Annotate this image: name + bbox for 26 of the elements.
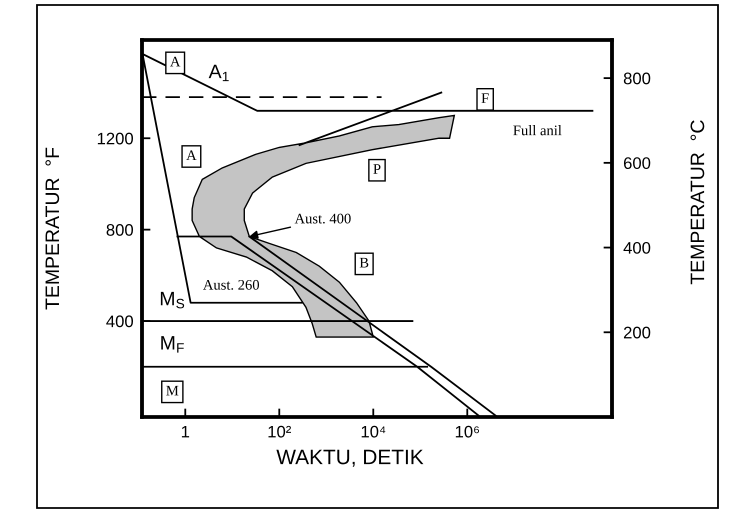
y-tick-label: 400: [106, 315, 134, 328]
annotation: M$_{S}$: [160, 292, 184, 308]
annotation: Aust. 260: [203, 280, 260, 290]
annotation: Aust. 400: [294, 214, 351, 224]
annotation: M$_{F}$: [161, 336, 184, 353]
x-tick-label: 10⁶: [456, 426, 479, 438]
y2-tick-label: 200: [624, 326, 650, 338]
y2-tick-label: 400: [623, 242, 650, 254]
y-tick-label: 1200: [98, 132, 134, 144]
annotation: A$_{1}$: [208, 64, 229, 82]
annotation: P: [373, 164, 380, 174]
y-axis-title: TEMPERATUR °F: [45, 148, 60, 310]
y2-tick-label: 800: [624, 72, 650, 84]
annotation: B: [360, 258, 368, 268]
annotation: M: [166, 386, 178, 396]
x-axis-title: WAKTU, DETIK: [276, 450, 424, 467]
annotation: A: [170, 56, 180, 66]
y2-tick-label: 600: [624, 157, 650, 170]
x-tick-label: 10²: [268, 426, 292, 438]
annotation: Full anil: [513, 125, 562, 136]
annotation: F: [482, 93, 489, 103]
x-tick-label: 10⁴: [362, 426, 386, 438]
y-tick-label: 800: [106, 224, 134, 236]
annotation: A: [186, 150, 197, 160]
x-tick-label: 1: [182, 426, 190, 438]
y2-axis-title: TEMPERATUR °C: [690, 120, 704, 284]
